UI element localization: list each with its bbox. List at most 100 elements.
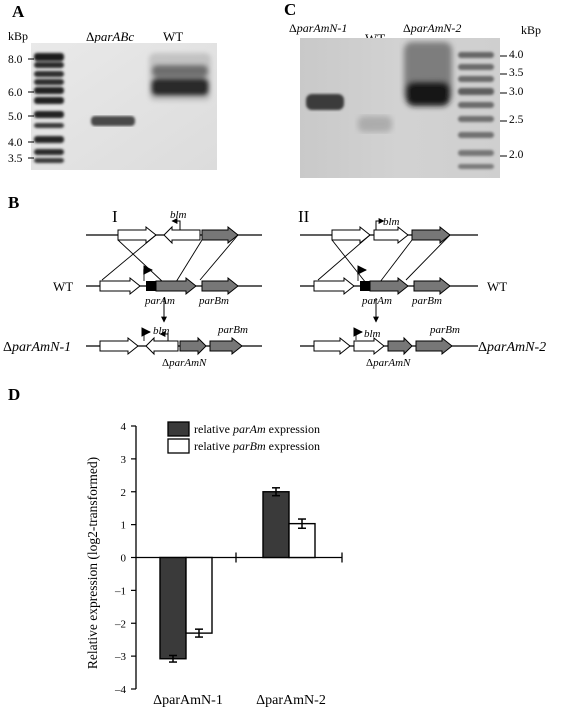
- m1-band: [306, 94, 344, 110]
- mutant-band: [91, 116, 135, 126]
- upstream-gene-arrow: [313, 336, 351, 356]
- ladder-band: [34, 149, 64, 155]
- y-tick-label: –3: [114, 651, 127, 663]
- crossover-line: [317, 234, 371, 281]
- delta-symbol: Δ: [403, 21, 411, 35]
- delta-symbol: Δ: [86, 29, 95, 44]
- mutant-name: parABc: [94, 29, 135, 44]
- parAm-gene-label: parAm: [144, 295, 175, 307]
- ladder-label-4-0: 4.0: [509, 49, 524, 61]
- bar-parAm-2: [262, 491, 290, 559]
- panel-b-recombination-diagram: I II blm parAm parBm WT blm: [3, 207, 546, 369]
- y-tick-label: 2: [121, 487, 127, 499]
- panel-c-unit-label: kBp: [521, 23, 542, 37]
- y-tick-label: –2: [114, 618, 126, 630]
- parAm-promoter-arrow: [357, 265, 367, 281]
- panel-a-mutant-lane-label: ΔparABc: [86, 29, 134, 45]
- legend-gene-name: parAm: [232, 422, 266, 436]
- parAmN-deleted-region: [146, 281, 156, 291]
- ladder-band: [458, 150, 494, 156]
- panel-d-bar-chart: Relative expression (log2-transformed) 4…: [85, 421, 343, 708]
- parBm-gene-arrow: [413, 276, 451, 296]
- ladder-band: [458, 52, 494, 58]
- legend-swatch-parBm: [167, 438, 190, 454]
- category-label-2: ΔparAmN-2: [256, 693, 326, 708]
- mutant-name: parAmN-1: [296, 21, 348, 35]
- parAm-promoter-arrow: [353, 327, 363, 341]
- ladder-band: [34, 123, 64, 128]
- parBm-gene-label: parBm: [411, 295, 442, 307]
- wt-label-right: WT: [487, 279, 507, 294]
- crossover-line: [199, 234, 239, 281]
- parAm-gene-arrow: [369, 276, 409, 296]
- legend-prefix: relative: [194, 439, 233, 453]
- ladder-label-3-5: 3.5: [509, 67, 524, 79]
- mutant2-label: ΔparAmN-2: [478, 340, 546, 355]
- chart-axes: 4 3 2 1 0 –1 –2 –3 –4: [114, 421, 343, 696]
- y-tick-label: 0: [121, 553, 127, 565]
- ladder-band: [458, 76, 494, 82]
- crossover-line: [101, 234, 157, 281]
- upstream-gene-arrow: [99, 276, 141, 296]
- ladder-band: [458, 88, 494, 95]
- blm-gene-label: blm: [153, 325, 170, 337]
- wt-band: [358, 116, 392, 132]
- category-label-1: ΔparAmN-1: [153, 693, 223, 708]
- panel-a-unit-label: kBp: [8, 29, 29, 43]
- ladder-band: [34, 79, 64, 85]
- panel-a-letter: A: [12, 2, 25, 21]
- parAm-gene-arrow: [155, 276, 197, 296]
- crossover-line: [175, 239, 203, 283]
- y-tick-label: –1: [114, 585, 126, 597]
- scheme-ii-label: II: [298, 207, 310, 226]
- panel-d-letter: D: [8, 385, 21, 404]
- panel-a-gel-image: [31, 43, 217, 170]
- legend-suffix: expression: [266, 439, 320, 453]
- delta-symbol: Δ: [289, 21, 297, 35]
- ladder-band: [34, 87, 64, 94]
- parBm-gene-label: parBm: [217, 324, 248, 336]
- blm-gene-label: blm: [383, 216, 400, 228]
- panel-b-letter: B: [8, 193, 20, 212]
- scheme-ii: blm parAm parBm WT blm parBm ΔparAmN Δpa…: [300, 216, 546, 369]
- upstream-gene-arrow: [99, 336, 139, 356]
- panel-c-gel-svg: [300, 38, 500, 178]
- legend-label-parAm: relative parAm expression: [194, 422, 320, 436]
- upstream-gene-arrow: [331, 225, 371, 245]
- y-axis-label: Relative expression (log2-transformed): [85, 457, 100, 669]
- ladder-band: [458, 164, 494, 169]
- wt-label-left: WT: [53, 279, 73, 294]
- bar-parBm-2: [288, 522, 316, 559]
- parAm-promoter-arrow: [141, 327, 151, 341]
- legend-swatch-parAm: [167, 421, 190, 437]
- bar-parAm-1: [159, 556, 187, 660]
- deleted-parAmN-label: ΔparAmN: [162, 357, 207, 369]
- parAmN-deleted-region: [360, 281, 370, 291]
- chart-category-labels: ΔparAmN-1 ΔparAmN-2: [153, 693, 326, 708]
- blm-gene-label: blm: [170, 209, 187, 221]
- parBm-gene-label: parBm: [198, 295, 229, 307]
- parbm-gene-arrow: [411, 225, 451, 245]
- upstream-gene-arrow: [117, 225, 157, 245]
- parBm-gene-label: parBm: [429, 324, 460, 336]
- ladder-band: [34, 158, 64, 163]
- ladder-bands: [34, 53, 64, 163]
- blm-gene-arrow: [353, 336, 385, 356]
- ladder-band: [34, 111, 64, 118]
- wt-band: [149, 53, 211, 101]
- crossover-line: [405, 234, 451, 281]
- ladder-band: [34, 53, 64, 61]
- mutant-name: parAmN-2: [410, 21, 462, 35]
- ladder-band: [458, 64, 494, 70]
- ladder-label-8-0: 8.0: [8, 54, 23, 66]
- legend-prefix: relative: [194, 422, 233, 436]
- ladder-band: [34, 136, 64, 143]
- mutant1-label: ΔparAmN-1: [3, 340, 71, 355]
- ladder-bands: [458, 52, 494, 169]
- ladder-band: [34, 62, 64, 68]
- ladder-band: [458, 132, 494, 138]
- parBm-gene-arrow: [415, 336, 453, 356]
- blm-gene-arrow: [145, 336, 179, 356]
- panel-c-gel-image: [300, 38, 500, 178]
